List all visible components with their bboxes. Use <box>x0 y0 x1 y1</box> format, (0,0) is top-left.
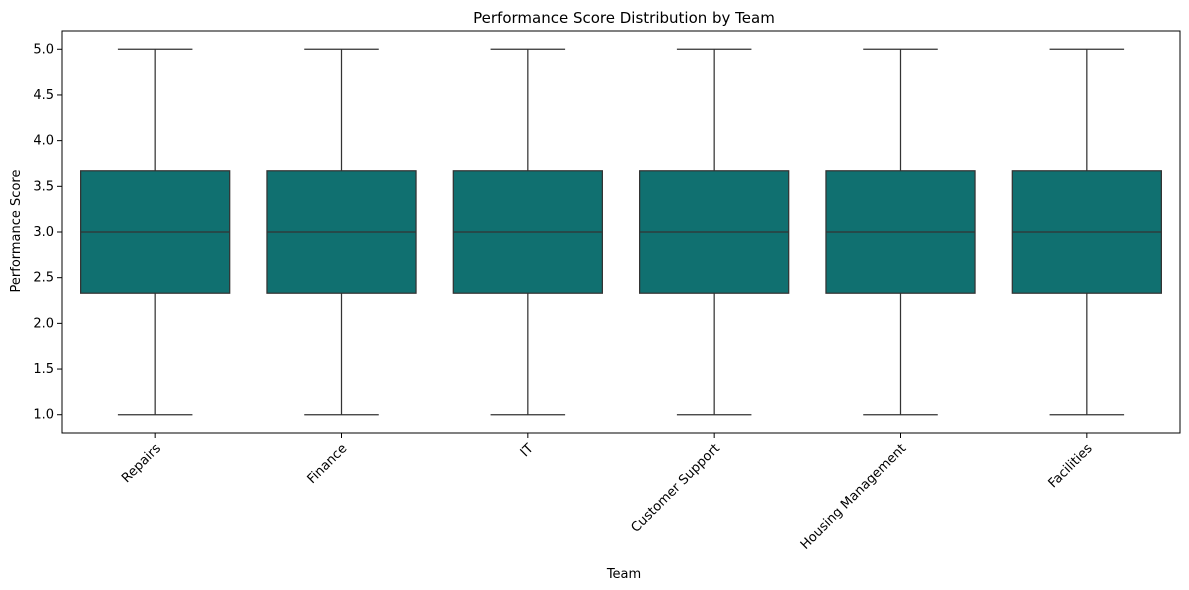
y-tick-label: 3.0 <box>33 225 54 240</box>
x-axis-label: Team <box>606 567 641 582</box>
chart-title: Performance Score Distribution by Team <box>473 9 775 27</box>
x-tick-label: Repairs <box>119 441 164 486</box>
x-tick-label: Facilities <box>1046 441 1096 491</box>
x-tick-label: Housing Management <box>798 441 909 552</box>
plot-area: 1.0 1.5 2.0 2.5 3.0 3.5 4.0 4.5 5.0 Repairs Financ… <box>33 30 1181 553</box>
y-tick-label: 2.0 <box>33 316 54 331</box>
x-tick-label: IT <box>518 441 537 460</box>
x-tick-label: Customer Support <box>628 441 723 536</box>
y-tick-label: 4.5 <box>33 88 54 103</box>
y-tick-label: 3.5 <box>33 179 54 194</box>
y-tick-label: 1.0 <box>33 408 54 423</box>
y-tick-label: 1.5 <box>33 362 54 377</box>
x-tick-label: Finance <box>305 441 351 487</box>
y-tick-label: 2.5 <box>33 271 54 286</box>
y-tick-label: 5.0 <box>33 42 54 57</box>
y-tick-label: 4.0 <box>33 134 54 149</box>
y-axis-label: Performance Score <box>9 170 24 293</box>
